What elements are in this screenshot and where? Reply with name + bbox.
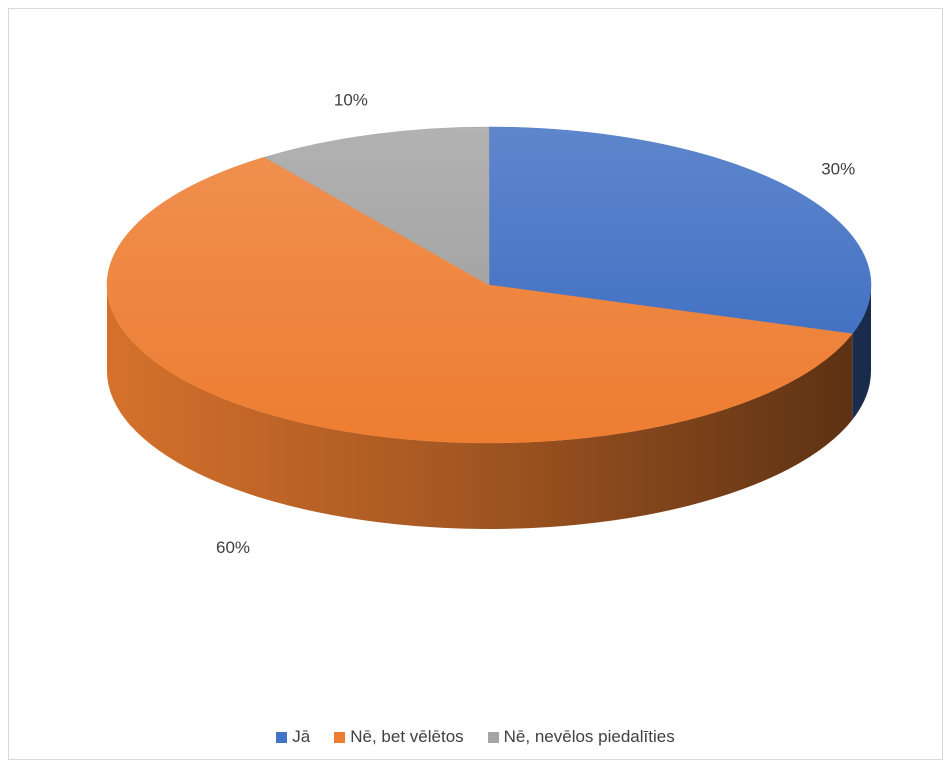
- legend-swatch-ne-bet-veletos: [334, 731, 346, 743]
- data-label-ja: 30%: [821, 160, 855, 179]
- pie-tops: [106, 126, 872, 444]
- legend-swatch-ne-nevelos-piedalities: [487, 731, 499, 743]
- pie-side-ne-bet-veletos: [107, 285, 853, 529]
- pie-slice-ne-nevelos-piedalities[interactable]: [263, 126, 490, 286]
- pie-slice-ne-bet-veletos[interactable]: [106, 156, 853, 444]
- data-labels: 30% 60% 10%: [216, 91, 855, 558]
- legend-label-ne-bet-veletos: Nē, bet vēlētos: [350, 727, 464, 746]
- data-label-ne-nevelos-piedalities: 10%: [334, 91, 368, 110]
- data-label-ne-bet-veletos: 60%: [216, 538, 250, 557]
- pie-sides: [107, 285, 871, 529]
- legend-label-ne-nevelos-piedalities: Nē, nevēlos piedalīties: [503, 727, 675, 746]
- legend-item-ne-bet-veletos[interactable]: Nē, bet vēlētos: [334, 727, 464, 747]
- chart-frame: 30% 60% 10% Jā Nē, bet vēlētos Nē, nevēlos p…: [8, 8, 943, 760]
- legend-item-ja[interactable]: Jā: [276, 727, 310, 747]
- legend-label-ja: Jā: [292, 727, 311, 746]
- pie-chart-plot: 30% 60% 10%: [106, 91, 872, 558]
- legend: Jā Nē, bet vēlētos Nē, nevēlos piedalīties: [9, 725, 942, 749]
- pie-slice-ja[interactable]: [488, 126, 872, 335]
- legend-swatch-ja: [276, 731, 288, 743]
- legend-item-ne-nevelos-piedalities[interactable]: Nē, nevēlos piedalīties: [487, 727, 675, 747]
- pie-side-ja: [852, 285, 871, 420]
